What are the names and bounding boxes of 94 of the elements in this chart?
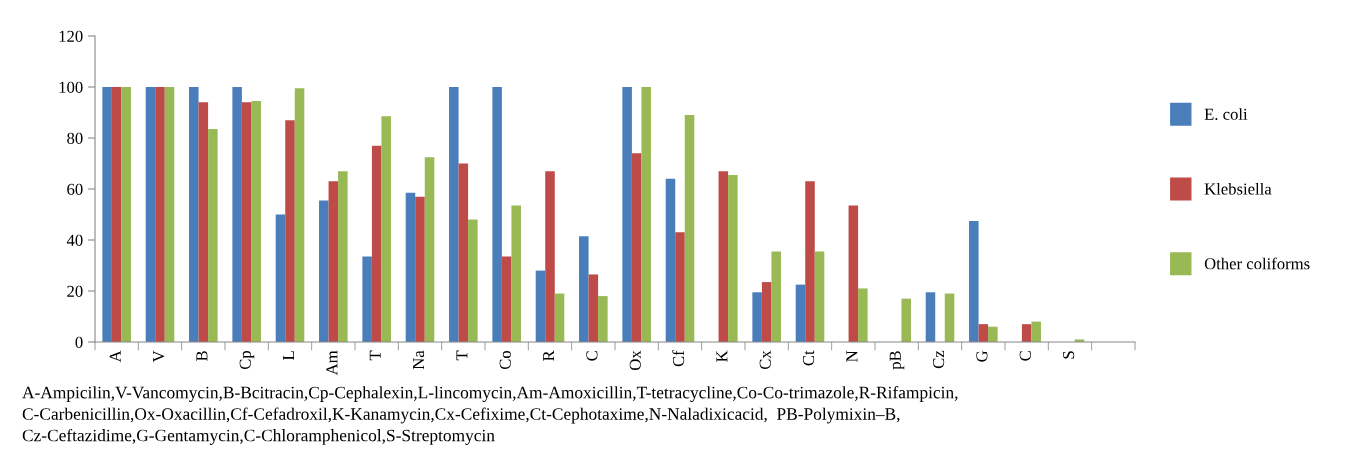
bar xyxy=(415,196,425,342)
bar xyxy=(232,87,242,342)
bar xyxy=(294,88,305,342)
bar xyxy=(1031,321,1041,342)
x-tick-label: B xyxy=(196,351,208,361)
x-tick-label: T xyxy=(369,350,381,361)
bar xyxy=(622,87,632,342)
x-tick-label: Ox xyxy=(629,350,641,371)
bar xyxy=(858,288,868,342)
bar xyxy=(275,214,286,342)
bar xyxy=(901,298,911,342)
x-tick-label: Cp xyxy=(239,350,255,370)
y-tick-label: 20 xyxy=(67,285,83,297)
bar xyxy=(588,274,599,342)
x-tick-label: R xyxy=(543,350,555,361)
bar xyxy=(501,256,512,342)
bar xyxy=(718,171,729,342)
bar xyxy=(535,270,546,342)
bar xyxy=(362,256,372,342)
bar xyxy=(631,153,642,342)
bar xyxy=(579,236,589,342)
bar xyxy=(752,292,762,342)
bar xyxy=(319,200,329,342)
x-tick-label: V xyxy=(153,350,165,363)
bar xyxy=(405,192,416,342)
bar xyxy=(988,326,998,342)
legend-label: Other coliforms xyxy=(1204,257,1310,270)
y-tick-label: 120 xyxy=(59,30,83,42)
x-tick-label: N xyxy=(846,350,858,362)
bar xyxy=(381,116,391,342)
bar xyxy=(371,145,382,342)
x-tick-label: Am xyxy=(326,350,338,376)
bar xyxy=(925,292,936,342)
x-tick-label: Cz xyxy=(932,350,945,369)
x-tick-label: A xyxy=(109,350,121,363)
legend-label: Klebsiella xyxy=(1204,182,1272,195)
bar xyxy=(684,115,695,342)
bar xyxy=(554,293,565,342)
bar xyxy=(675,232,685,342)
bar xyxy=(241,102,252,342)
bar xyxy=(848,205,859,342)
y-tick-label: 80 xyxy=(67,132,83,144)
bar xyxy=(468,219,478,342)
text: A-Ampicilin,V-Vancomycin,B-Bcitracin,Cp-Cephalexin,L-lincomycin,Am-Amoxicillin,T-tetracycline,Co-Co-trimazole,R-Rifampicin, C-Carbenicillin,Ox-Oxacillin,Cf-Cefadroxil,K-Kanamycin,Cx-Cefixime,Ct-Cephotaxime,N-Naladixicacid, PB-Polymixin–B, Cz-Ceftazidime,G-Gentamycin,C-Chloramphenicol,S-Streptomycin xyxy=(22,386,958,445)
y-tick-label: 40 xyxy=(66,234,83,246)
x-tick-label: L xyxy=(283,351,295,361)
bar xyxy=(598,296,608,342)
bar xyxy=(189,87,199,342)
bar xyxy=(545,171,555,342)
x-tick-label: G xyxy=(976,350,988,362)
x-tick-label: S xyxy=(1062,351,1075,359)
x-tick-label: pB xyxy=(889,351,905,370)
bar xyxy=(208,129,218,342)
bar xyxy=(111,87,122,342)
bar xyxy=(665,178,676,342)
bar xyxy=(155,87,165,342)
x-tick-label: T xyxy=(456,350,468,361)
bar xyxy=(1021,324,1032,342)
bar xyxy=(978,324,989,342)
x-tick-label: Cf xyxy=(672,350,685,367)
x-tick-label: C xyxy=(586,351,598,361)
bar xyxy=(328,181,339,342)
y-tick-label: 100 xyxy=(59,81,83,93)
x-tick-label: Ct xyxy=(802,350,815,366)
y-tick-label: 60 xyxy=(67,183,83,195)
bar xyxy=(285,120,295,342)
bar xyxy=(145,87,156,342)
x-tick-label: Na xyxy=(413,350,425,370)
bar xyxy=(728,174,738,342)
bar xyxy=(102,87,112,342)
bar xyxy=(761,282,772,342)
x-tick-label: Cx xyxy=(759,350,771,370)
bar xyxy=(492,87,502,342)
y-tick-label: 0 xyxy=(75,336,83,348)
bar xyxy=(771,251,781,342)
bar xyxy=(511,205,521,342)
bar xyxy=(251,101,261,342)
bar xyxy=(795,284,806,342)
bar xyxy=(121,87,131,342)
legend-label: E. coli xyxy=(1204,108,1248,120)
bar xyxy=(805,181,815,342)
bar xyxy=(424,157,435,342)
bar xyxy=(164,87,175,342)
bar xyxy=(338,171,348,342)
x-tick-label: Co xyxy=(499,350,511,370)
bar xyxy=(944,293,955,342)
bar xyxy=(641,87,651,342)
x-tick-label: K xyxy=(716,350,728,362)
bar xyxy=(969,220,979,342)
x-tick-label: C xyxy=(1019,351,1031,361)
bar xyxy=(458,163,469,342)
bar xyxy=(814,251,825,342)
bar xyxy=(198,102,209,342)
bar xyxy=(449,87,459,342)
